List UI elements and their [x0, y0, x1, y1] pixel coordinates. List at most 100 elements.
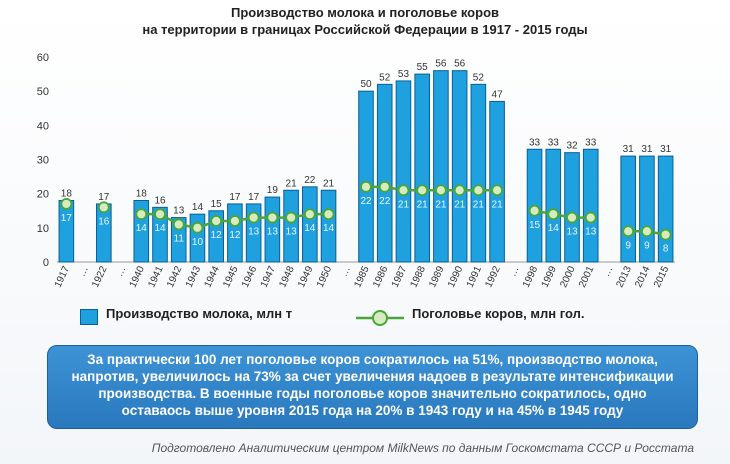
cows-marker: [154, 208, 166, 221]
cows-marker: [472, 184, 485, 197]
cows-value-label: 9: [644, 240, 650, 251]
x-tick-label: 1986: [371, 264, 391, 289]
x-tick-label: 1947: [259, 264, 279, 289]
milk-value-label: 31: [641, 144, 653, 155]
milk-value-label: 21: [323, 178, 335, 189]
x-tick-label: 1949: [296, 264, 316, 289]
x-tick-label: 1942: [165, 264, 185, 289]
milk-value-label: 18: [136, 189, 148, 200]
milk-value-label: 53: [398, 69, 410, 80]
milk-value-label: 55: [417, 62, 429, 73]
milk-value-label: 33: [585, 137, 597, 148]
cows-marker: [566, 211, 578, 224]
y-tick-label: 40: [37, 120, 49, 132]
milk-bar: [489, 100, 505, 263]
x-tick-label: 1948: [277, 264, 297, 289]
x-tick-label: 1950: [315, 264, 335, 289]
x-tick-label: …: [507, 265, 521, 279]
cows-marker: [266, 211, 279, 224]
x-tick-label: 1917: [53, 264, 73, 289]
legend-cows-label: Поголовье коров, млн гол.: [412, 306, 585, 321]
x-tick-label: 1990: [446, 264, 466, 289]
milk-value-label: 17: [98, 192, 110, 203]
cows-value-label: 22: [360, 196, 372, 207]
x-tick-label: 1999: [540, 264, 560, 289]
milk-value-label: 13: [173, 206, 185, 217]
milk-bar: [358, 90, 374, 263]
x-tick-label: 1946: [240, 264, 260, 289]
y-tick-label: 10: [37, 223, 49, 235]
milk-value-label: 56: [435, 59, 447, 70]
milk-value-label: 14: [192, 202, 204, 213]
x-tick-label: 1998: [521, 264, 541, 289]
cows-value-label: 21: [435, 199, 447, 210]
cows-marker: [60, 198, 73, 210]
legend-milk-label: Производство молока, млн т: [106, 306, 293, 321]
cows-value-label: 13: [585, 227, 597, 238]
cows-value-label: 21: [473, 199, 485, 210]
cows-marker: [135, 208, 148, 221]
x-tick-label: 1944: [203, 264, 223, 289]
cows-value-label: 15: [529, 220, 541, 231]
milk-bar: [564, 152, 580, 263]
milk-value-label: 15: [211, 199, 223, 210]
cows-value-label: 8: [663, 244, 669, 255]
cows-marker: [397, 184, 410, 197]
cows-value-label: 12: [211, 230, 223, 241]
milk-value-label: 31: [623, 144, 635, 155]
cows-value-label: 14: [154, 223, 166, 234]
title-line-1: Производство молока и поголовье коров: [230, 5, 500, 20]
cows-marker: [641, 225, 653, 238]
cows-marker: [285, 211, 297, 224]
cows-value-label: 9: [625, 240, 631, 251]
cows-value-label: 14: [304, 223, 316, 234]
milk-value-label: 18: [61, 189, 73, 200]
cows-value-label: 21: [417, 199, 429, 210]
milk-bar: [302, 186, 318, 263]
milk-value-label: 22: [304, 175, 316, 186]
milk-bar: [414, 73, 430, 263]
cows-marker: [435, 184, 447, 197]
milk-value-label: 17: [248, 192, 260, 203]
summary-text: За практически 100 лет поголовье коров с…: [71, 352, 674, 418]
milk-value-label: 47: [492, 89, 504, 100]
cows-marker: [360, 180, 372, 193]
milk-value-label: 50: [360, 79, 372, 90]
x-tick-label: …: [339, 265, 353, 279]
cows-marker: [303, 208, 316, 221]
x-tick-label: …: [77, 265, 91, 279]
x-tick-label: 1922: [90, 264, 110, 289]
y-tick-label: 0: [43, 257, 49, 269]
cows-marker: [229, 215, 241, 227]
x-tick-label: 2015: [652, 264, 672, 289]
cows-marker: [247, 211, 260, 224]
milk-value-label: 16: [154, 195, 166, 206]
cows-value-label: 22: [379, 196, 391, 207]
x-tick-label: 1989: [427, 264, 447, 289]
legend-cows-swatch: [356, 310, 404, 326]
milk-value-label: 19: [267, 185, 279, 196]
cows-value-label: 21: [398, 199, 410, 210]
milk-bar: [376, 83, 393, 263]
cows-marker: [547, 208, 560, 221]
milk-value-label: 21: [286, 178, 298, 189]
milk-bar: [545, 148, 562, 263]
cows-marker: [191, 221, 204, 234]
cows-marker: [172, 218, 185, 231]
milk-bar: [470, 83, 487, 263]
x-tick-label: 1988: [409, 264, 429, 289]
cows-marker: [416, 184, 429, 197]
cows-marker: [659, 228, 672, 241]
milk-value-label: 17: [229, 192, 241, 203]
cows-value-label: 11: [174, 233, 185, 244]
milk-value-label: 33: [529, 137, 541, 148]
x-tick-label: …: [114, 265, 128, 279]
x-tick-label: 1992: [483, 264, 503, 289]
legend-milk-swatch: [80, 309, 98, 325]
milk-bar: [320, 189, 337, 263]
x-tick-label: 1987: [390, 264, 410, 289]
title-line-2: на территории в границах Российской Феде…: [142, 22, 588, 37]
milk-value-label: 52: [473, 72, 485, 83]
y-tick-label: 20: [37, 189, 49, 201]
x-tick-label: 1941: [146, 264, 166, 289]
